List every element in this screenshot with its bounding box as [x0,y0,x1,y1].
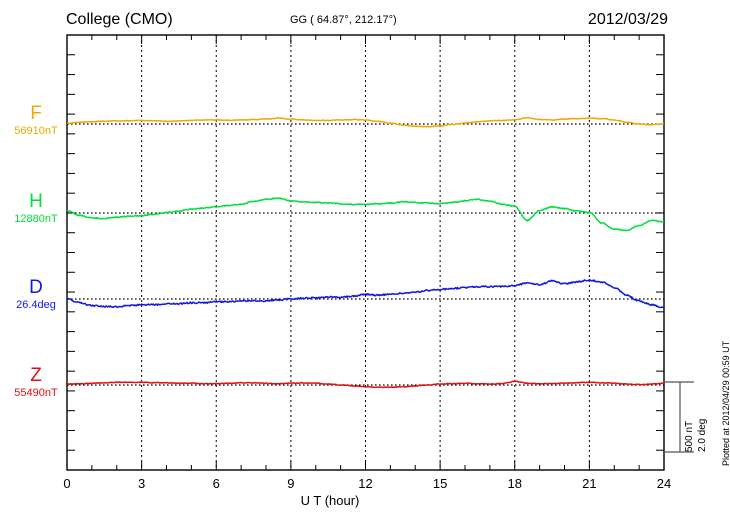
plotted-timestamp: Plotted at 2012/04/29 00:59 UT [721,340,730,466]
component-symbol-d: D [29,277,43,298]
x-tick-label: 18 [508,476,522,491]
x-tick-label: 6 [213,476,220,491]
component-label-f: F 56910nT [8,104,64,138]
x-tick-label: 21 [582,476,596,491]
scale-bar-label-deg: 2.0 deg [697,418,708,452]
component-label-h: H 12880nT [8,192,64,226]
geographic-coordinates: GG ( 64.87°, 212.17°) [290,14,397,26]
x-tick-label: 0 [63,476,70,491]
observation-date: 2012/03/29 [587,11,668,28]
x-axis-title: U T (hour) [300,493,360,508]
component-value-f: 56910nT [14,125,58,137]
trace-h [66,197,665,232]
trace-f [66,116,665,128]
x-tick-label: 15 [433,476,447,491]
component-label-d: D 26.4deg [8,278,64,312]
component-value-d: 26.4deg [16,299,56,311]
station-title: College (CMO) [66,11,173,28]
x-tick-label: 24 [657,476,671,491]
component-label-z: Z 55490nT [8,366,64,400]
x-tick-label: 3 [138,476,145,491]
component-symbol-z: Z [30,365,42,386]
component-symbol-f: F [30,103,42,124]
scale-bar-label-nt: 500 nT [684,420,695,452]
component-value-h: 12880nT [14,213,58,225]
trace-z [66,380,665,389]
component-symbol-h: H [29,191,43,212]
x-tick-label: 12 [358,476,372,491]
x-tick-label: 9 [287,476,294,491]
component-value-z: 55490nT [14,387,58,399]
trace-d [66,279,665,309]
